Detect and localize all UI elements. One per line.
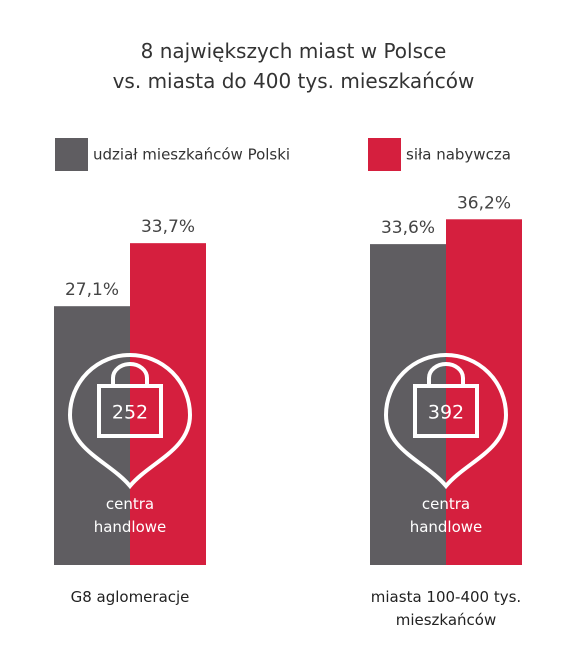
- bag-icon: [97, 384, 163, 438]
- value-label: 27,1%: [65, 280, 119, 300]
- x-tick-label: miasta 100-400 tys. mieszkańców: [370, 588, 522, 629]
- bar: [446, 219, 522, 566]
- bar: [130, 243, 206, 566]
- annotation-text: centra handlowe: [93, 495, 167, 536]
- legend-label: siła nabywcza: [406, 146, 511, 164]
- legend-swatch: [368, 138, 401, 171]
- annotation-text: centra handlowe: [409, 495, 483, 536]
- legend-label: udział mieszkańców Polski: [93, 146, 290, 164]
- bag-icon: [413, 384, 479, 438]
- pin-icon: [67, 353, 193, 490]
- chart-title: 8 największych miast w Polsce vs. miasta…: [112, 39, 475, 93]
- legend-swatch: [55, 138, 88, 171]
- value-label: 33,7%: [141, 217, 195, 237]
- pin-icon: [383, 353, 509, 490]
- bag-handle: [111, 362, 149, 386]
- annotation-number: 252: [112, 402, 148, 424]
- bar: [370, 244, 446, 565]
- x-tick-label: G8 aglomeracje: [70, 588, 190, 606]
- value-label: 36,2%: [457, 193, 511, 213]
- bag-handle: [427, 362, 465, 386]
- annotation-number: 392: [428, 402, 464, 424]
- value-label: 33,6%: [381, 218, 435, 238]
